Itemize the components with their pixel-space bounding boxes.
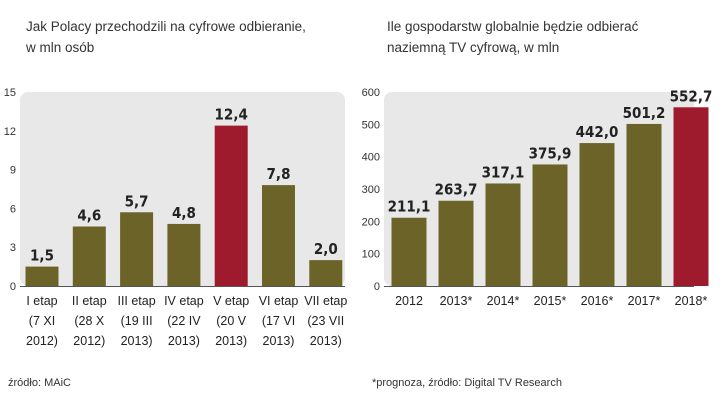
- left-x-tick-label: (17 VI: [262, 314, 295, 328]
- right-bar: [673, 107, 709, 286]
- left-bar: [262, 185, 295, 286]
- left-x-tick-label: II etap: [72, 294, 107, 308]
- right-data-label: 501,2: [623, 104, 666, 122]
- left-x-tick-label: VII etap: [304, 294, 347, 308]
- right-x-tick-label: 2018*: [675, 294, 708, 308]
- left-chart-title-line2: w mln osób: [26, 40, 95, 55]
- left-bar: [25, 266, 59, 286]
- right-x-tick-label: 2015*: [534, 294, 567, 308]
- left-data-label: 5,7: [125, 192, 149, 210]
- left-data-label: 1,5: [30, 247, 54, 265]
- right-x-tick-label: 2014*: [487, 294, 520, 308]
- left-x-tick-label: III etap: [117, 294, 155, 308]
- left-x-tick-label: 2012): [26, 334, 58, 348]
- left-x-tick-label: 2013): [168, 334, 200, 348]
- left-bar: [72, 226, 106, 286]
- left-y-tick-label: 12: [4, 126, 16, 138]
- right-data-label: 442,0: [576, 123, 619, 141]
- right-bar: [438, 200, 474, 286]
- right-y-tick-label: 500: [362, 119, 380, 131]
- right-data-label: 552,7: [670, 87, 713, 105]
- left-y-tick-label: 3: [10, 242, 16, 254]
- left-chart-title-line1: Jak Polacy przechodzili na cyfrowe odbie…: [26, 19, 306, 34]
- right-chart-title-line2: naziemną TV cyfrową, w mln: [387, 40, 560, 55]
- left-x-tick-label: (7 XI: [29, 314, 55, 328]
- right-y-tick-label: 300: [362, 184, 380, 196]
- left-bar: [120, 212, 154, 286]
- right-data-label: 263,7: [435, 181, 478, 199]
- right-chart-title: Ile gospodarstw globalnie będzie odbiera…: [387, 16, 687, 58]
- left-chart-title: Jak Polacy przechodzili na cyfrowe odbie…: [26, 16, 326, 58]
- left-data-label: 4,8: [172, 204, 196, 222]
- right-x-tick-label: 2017*: [628, 294, 661, 308]
- left-x-tick-label: 2013): [121, 334, 153, 348]
- left-x-tick-label: (20 V: [216, 314, 247, 328]
- left-data-label: 12,4: [215, 106, 248, 124]
- right-data-label: 375,9: [529, 144, 572, 162]
- right-y-tick-label: 200: [362, 216, 380, 228]
- left-bar: [167, 223, 201, 286]
- left-x-tick-label: 2013): [263, 334, 295, 348]
- right-chart-source: *prognoza, źródło: Digital TV Research: [372, 377, 562, 389]
- left-bar: [214, 125, 248, 286]
- right-y-tick-label: 600: [362, 87, 380, 99]
- left-y-tick-label: 9: [10, 165, 16, 177]
- left-y-tick-label: 0: [10, 281, 16, 293]
- right-y-tick-label: 0: [374, 281, 380, 293]
- right-bar: [579, 143, 615, 286]
- left-data-label: 2,0: [314, 240, 338, 258]
- left-x-tick-label: IV etap: [164, 294, 204, 308]
- right-bar: [485, 183, 521, 286]
- left-x-tick-label: V etap: [213, 294, 249, 308]
- right-bar: [391, 217, 427, 286]
- left-x-tick-label: (28 X: [74, 314, 105, 328]
- right-x-tick-label: 2016*: [581, 294, 614, 308]
- left-x-tick-label: 2013): [310, 334, 342, 348]
- left-chart-source: źródło: MAiC: [8, 377, 71, 389]
- left-bar: [309, 260, 343, 286]
- right-y-tick-label: 400: [362, 152, 380, 164]
- left-x-tick-label: (19 III: [121, 314, 153, 328]
- left-data-label: 7,8: [267, 165, 291, 183]
- right-data-label: 211,1: [388, 198, 431, 216]
- right-chart-title-line1: Ile gospodarstw globalnie będzie odbiera…: [387, 19, 639, 34]
- right-bar: [626, 123, 662, 286]
- left-y-tick-label: 15: [4, 87, 16, 99]
- right-bar: [532, 164, 568, 286]
- right-x-tick-label: 2013*: [440, 294, 473, 308]
- right-x-tick-label: 2012: [395, 294, 423, 308]
- right-data-label: 317,1: [482, 163, 525, 181]
- left-x-tick-label: I etap: [26, 294, 57, 308]
- left-x-tick-label: (23 VII: [307, 314, 344, 328]
- left-x-tick-label: 2012): [73, 334, 105, 348]
- left-x-tick-label: 2013): [215, 334, 247, 348]
- left-y-tick-label: 6: [10, 203, 16, 215]
- left-x-tick-label: (22 IV: [167, 314, 201, 328]
- left-data-label: 4,6: [77, 207, 101, 225]
- right-y-tick-label: 100: [362, 249, 380, 261]
- left-x-tick-label: VI etap: [259, 294, 299, 308]
